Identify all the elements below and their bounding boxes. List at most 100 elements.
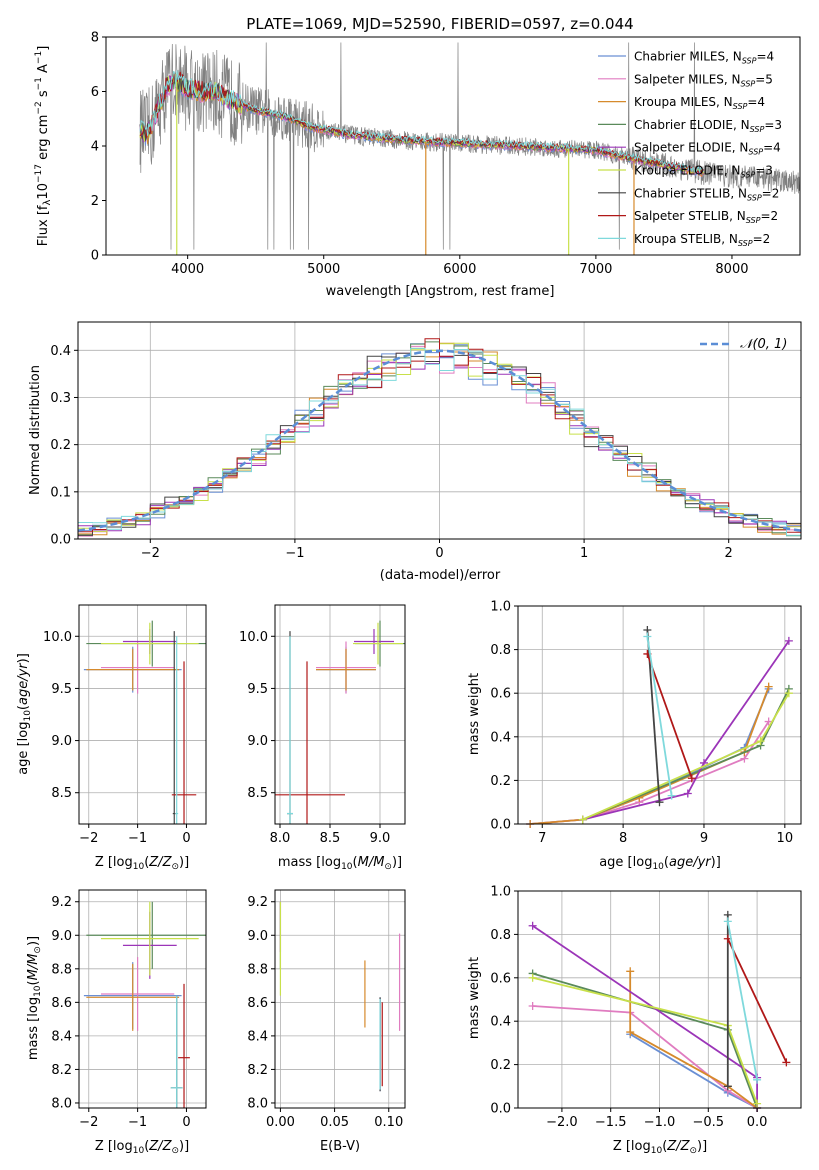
legend-label: Kroupa MILES, NSSP=4 [634,95,765,111]
y-tick-label: 8.2 [51,1063,72,1078]
weight-line-chab_elodie [582,688,790,821]
weight-marker-krou_miles [626,1028,635,1037]
p7-xlabel: E(B-V) [320,1139,360,1154]
weight-marker-krou_miles [626,967,635,976]
weight-marker-krou_miles [764,682,773,691]
y-tick-label: 9.0 [247,929,268,944]
x-tick-label: −2.0 [546,1115,578,1130]
p3-xlabel: Z [log10(Z/Z⊙)] [95,855,189,872]
legend-label: Kroupa ELODIE, NSSP=3 [634,164,773,180]
y-tick-label: 8.0 [247,1096,268,1111]
age-vs-metallicity-panel: −2 −1 0 8.5 9.0 9.5 10.0 [43,604,207,846]
histogram-ylabel: Normed distribution [28,365,43,495]
axes-frame [274,604,406,825]
axes-frame [78,604,207,825]
spectrum-title: PLATE=1069, MJD=52590, FIBERID=0597, z=0… [246,15,633,33]
y-tick-label: 1.0 [490,600,511,615]
legend-label: Chabrier MILES, NSSP=4 [634,50,774,66]
weight-marker-salp_elodie [528,921,537,930]
legend-label: Chabrier ELODIE, NSSP=3 [634,118,782,134]
y-tick-label: 0.6 [490,971,511,986]
x-tick-label: −2 [141,546,160,561]
y-tick-label: 10.0 [43,630,72,645]
residual-histogram-panel: −2 −1 0 1 2 0.0 0.1 0.2 0.3 0.4 (data-model)/erro… [28,321,802,583]
weight-marker-krou_elodie [784,689,793,698]
y-tick-label: 8 [91,31,99,46]
histogram-krou_stelib [78,347,801,536]
axes-frame [105,36,801,256]
axes-frame [274,889,406,1109]
x-tick-label: 9 [700,831,708,846]
weight-marker-chab_stelib [723,1082,732,1091]
y-tick-label: 6 [91,85,99,100]
observed-spectrum-line [139,42,800,250]
weight-marker-krou_elodie [753,1099,762,1108]
weight-line-krou_miles [629,971,758,1108]
weight-line-chab_stelib [646,629,661,803]
weight-line-salp_elodie [532,924,758,1108]
y-tick-label: 0.2 [490,1058,511,1073]
x-tick-label: 0 [182,1115,190,1130]
weight-line-salp_stelib [726,938,788,1063]
mass-vs-metallicity-panel: −2 −1 0 8.0 8.2 8.4 8.6 8.8 9.0 9.2 [51,889,207,1130]
p6-xlabel: Z [log10(Z/Z⊙)] [95,1139,189,1156]
y-tick-label: 0.4 [490,730,511,745]
x-tick-label: 8 [619,831,627,846]
axes-frame [78,889,207,1109]
y-tick-label: 8.8 [247,962,268,977]
y-tick-label: 9.2 [51,895,72,910]
y-tick-label: 0.8 [490,928,511,943]
weight-marker-krou_elodie [578,815,587,824]
weight-marker-chab_stelib [655,798,664,807]
weight-marker-krou_stelib [753,1075,762,1084]
legend-label: Salpeter MILES, NSSP=5 [634,72,773,88]
x-tick-label: 0 [435,546,443,561]
x-tick-label: 0.00 [266,1115,295,1130]
y-tick-label: 0 [91,249,99,264]
normal-legend-label: 𝒩(0, 1) [740,337,787,352]
x-tick-label: 5000 [307,262,340,277]
y-tick-label: 0.6 [490,687,511,702]
y-tick-label: 8.4 [51,1029,72,1044]
x-tick-label: 4000 [171,262,204,277]
spectrum-legend: Chabrier MILES, NSSP=4 Salpeter MILES, NS… [598,50,782,248]
weight-marker-krou_elodie [756,737,765,746]
weight-marker-salp_elodie [784,636,793,645]
model-spectrum-krou_stelib [139,70,705,174]
y-tick-label: 0.2 [50,438,71,453]
weight-marker-salp_miles [528,1002,537,1011]
x-tick-label: 7 [538,831,546,846]
y-tick-label: 0.0 [490,818,511,833]
weight-line-salp_elodie [582,640,790,821]
y-tick-label: 0.0 [490,1102,511,1117]
legend-label: Chabrier STELIB, NSSP=2 [634,186,779,202]
y-tick-label: 0.4 [50,344,71,359]
x-tick-label: 0.0 [747,1115,768,1130]
weight-marker-salp_stelib [687,774,696,783]
y-tick-label: 0.2 [490,774,511,789]
y-tick-label: 8.5 [51,786,72,801]
weight-marker-krou_stelib [723,917,732,926]
massweight-vs-age-panel: 7 8 9 10 0.0 0.2 0.4 0.6 0.8 1.0 [490,600,802,846]
spectrum-xlabel: wavelength [Angstrom, rest frame] [326,284,555,299]
x-tick-label: 0 [182,831,190,846]
y-tick-label: 9.5 [247,682,268,697]
weight-marker-krou_stelib [667,791,676,800]
histogram-salp_elodie [78,356,801,532]
weight-line-salp_stelib [646,653,693,779]
x-tick-label: −1 [128,1115,147,1130]
p8-ylabel: mass weight [467,957,482,1039]
y-tick-label: 8.6 [247,996,268,1011]
x-tick-label: 7000 [579,262,612,277]
y-tick-label: 0.1 [50,485,71,500]
y-tick-label: 9.5 [51,682,72,697]
axes-frame [517,890,802,1109]
x-tick-label: −1.5 [595,1115,627,1130]
y-tick-label: 8.5 [247,786,268,801]
x-tick-label: 8.0 [270,831,291,846]
y-tick-label: 0.3 [50,391,71,406]
x-tick-label: 0.10 [374,1115,403,1130]
x-tick-label: 1 [580,546,588,561]
y-tick-label: 1.0 [490,885,511,900]
y-tick-label: 8.6 [51,996,72,1011]
